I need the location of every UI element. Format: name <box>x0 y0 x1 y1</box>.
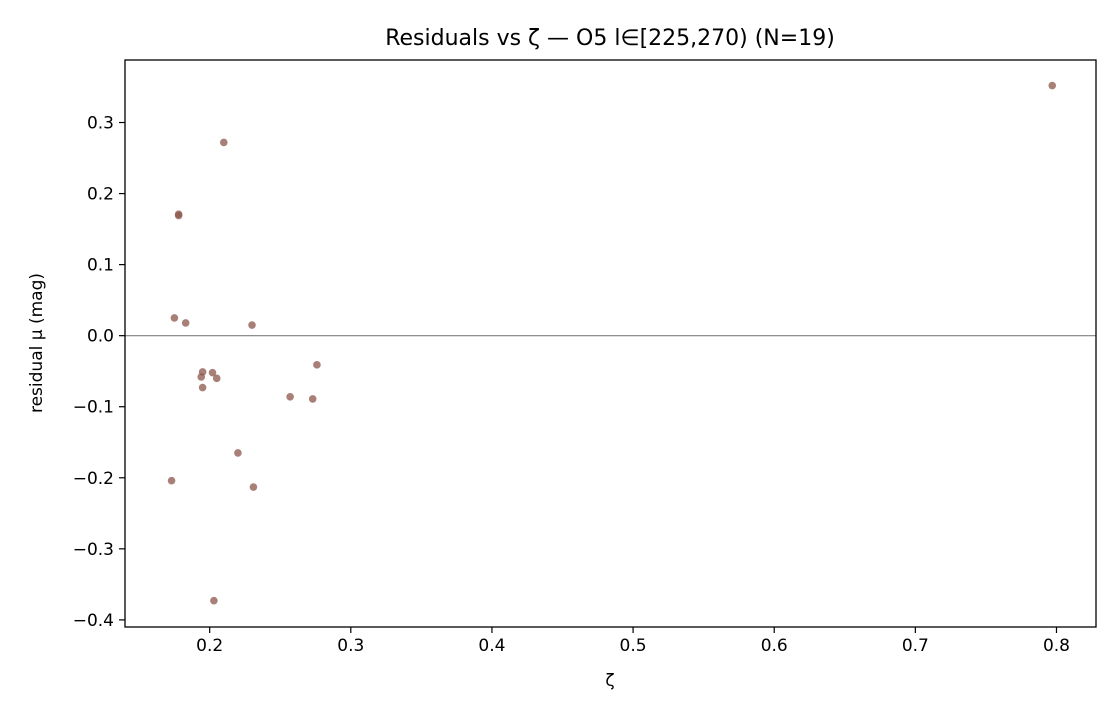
y-axis: −0.4 −0.3 −0.2 −0.1 0.0 0.1 0.2 0.3 <box>73 114 125 631</box>
data-point-16 <box>308 395 317 403</box>
data-point-15 <box>286 392 294 401</box>
y-tick-label: 0.0 <box>87 327 114 347</box>
x-tick-label: 0.4 <box>478 636 505 656</box>
plot-area <box>125 81 1096 605</box>
data-point-7 <box>198 383 207 392</box>
data-point-11 <box>219 138 228 147</box>
x-tick-label: 0.5 <box>620 636 647 656</box>
data-point-17 <box>313 361 321 369</box>
plot-frame <box>124 59 1097 628</box>
data-point-12 <box>234 449 242 457</box>
y-tick-label: −0.4 <box>73 611 114 631</box>
x-tick-label: 0.2 <box>196 636 223 656</box>
x-tick-label: 0.3 <box>337 636 364 656</box>
chart-title: Residuals vs ζ — O5 l∈[225,270) (N=19) <box>385 26 835 51</box>
data-point-14 <box>249 483 258 491</box>
data-point-0 <box>167 476 176 485</box>
data-point-1 <box>170 314 179 322</box>
data-point-6 <box>198 368 207 376</box>
data-point-9 <box>210 596 218 605</box>
x-tick-label: 0.8 <box>1043 636 1070 656</box>
y-tick-label: 0.2 <box>87 185 114 205</box>
x-axis-label: ζ <box>605 671 614 691</box>
y-tick-label: −0.3 <box>73 540 114 560</box>
data-point-18 <box>1048 81 1057 90</box>
y-tick-label: 0.3 <box>87 114 114 134</box>
data-point-13 <box>248 321 256 329</box>
data-point-10 <box>212 374 221 383</box>
y-tick-label: 0.1 <box>87 256 114 276</box>
data-point-3 <box>174 211 183 220</box>
x-tick-label: 0.6 <box>761 636 788 656</box>
data-point-4 <box>181 319 190 327</box>
x-tick-label: 0.7 <box>902 636 929 656</box>
x-axis: 0.2 0.3 0.4 0.5 0.6 0.7 0.8 <box>196 627 1070 656</box>
data-point-8 <box>208 368 217 377</box>
y-tick-label: −0.1 <box>73 398 114 418</box>
y-axis-label: residual μ (mag) <box>27 273 47 413</box>
y-tick-label: −0.2 <box>73 469 114 489</box>
